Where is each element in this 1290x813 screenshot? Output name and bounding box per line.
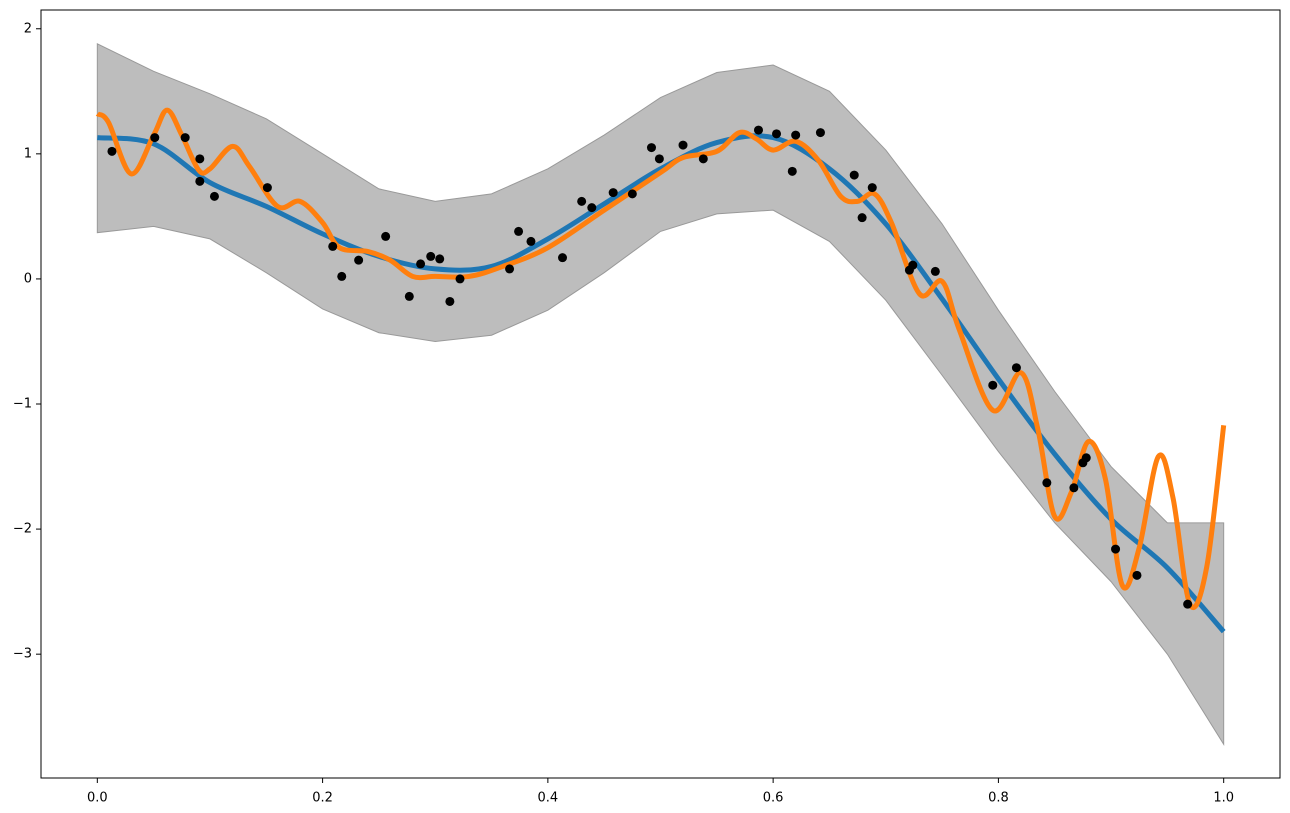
scatter-point xyxy=(1183,599,1193,609)
axes-frame xyxy=(40,9,1281,779)
scatter-point xyxy=(1069,483,1079,493)
scatter-point xyxy=(608,188,618,198)
scatter-point xyxy=(416,259,426,269)
scatter-point xyxy=(209,191,219,201)
confidence-band xyxy=(96,42,1225,746)
scatter-point xyxy=(654,154,664,164)
scatter-point xyxy=(678,140,688,150)
scatter-point xyxy=(791,130,801,140)
y-tick-label: −1 xyxy=(13,397,32,412)
scatter-point xyxy=(337,271,347,281)
y-tick-label: 2 xyxy=(24,21,32,36)
scatter-point xyxy=(815,128,825,138)
scatter-point xyxy=(577,196,587,206)
scatter-point xyxy=(627,189,637,199)
scatter-point xyxy=(587,203,597,213)
scatter-point xyxy=(328,241,338,251)
scatter-point xyxy=(150,133,160,143)
x-tick-label: 0.8 xyxy=(988,791,1009,806)
scatter-point xyxy=(646,143,656,153)
y-tick-label: −2 xyxy=(13,522,32,537)
scatter-point xyxy=(1132,570,1142,580)
scatter-point xyxy=(1042,478,1052,488)
y-tick-label: 0 xyxy=(24,271,32,286)
y-tick-label: 1 xyxy=(24,146,32,161)
scatter-point xyxy=(445,296,455,306)
scatter-point xyxy=(849,170,859,180)
scatter-point xyxy=(262,183,272,193)
x-tick-label: 1.0 xyxy=(1213,791,1234,806)
line xyxy=(95,107,1227,610)
scatter-point xyxy=(753,125,763,135)
scatter-point xyxy=(195,176,205,186)
x-tick-label: 0.6 xyxy=(763,791,784,806)
scatter-point xyxy=(787,166,797,176)
scatter-point xyxy=(354,255,364,265)
scatter-point xyxy=(455,274,465,284)
y-tick-label: −3 xyxy=(13,647,32,662)
x-tick-label: 0.4 xyxy=(538,791,559,806)
scatter-point xyxy=(505,264,515,274)
scatter-point xyxy=(526,236,536,246)
scatter-point xyxy=(930,266,940,276)
scatter-point xyxy=(1011,363,1021,373)
plot xyxy=(95,42,1227,746)
scatter-point xyxy=(107,146,117,156)
scatter-point xyxy=(857,213,867,223)
scatter-point xyxy=(381,231,391,241)
scatter-point xyxy=(1111,544,1121,554)
scatter-point xyxy=(772,129,782,139)
scatter-point xyxy=(435,254,445,264)
scatter-point xyxy=(867,183,877,193)
scatter-point xyxy=(908,260,918,270)
scatter-point xyxy=(698,154,708,164)
scatter-point xyxy=(404,291,414,301)
scatter-point xyxy=(180,133,190,143)
scatter-point xyxy=(514,226,524,236)
scatter-point xyxy=(1081,453,1091,463)
scatter-point xyxy=(426,251,436,261)
x-tick-label: 0.2 xyxy=(312,791,333,806)
scatter-point xyxy=(558,253,568,263)
scatter-point xyxy=(988,380,998,390)
scatter-point xyxy=(195,154,205,164)
x-tick-label: 0.0 xyxy=(87,791,108,806)
